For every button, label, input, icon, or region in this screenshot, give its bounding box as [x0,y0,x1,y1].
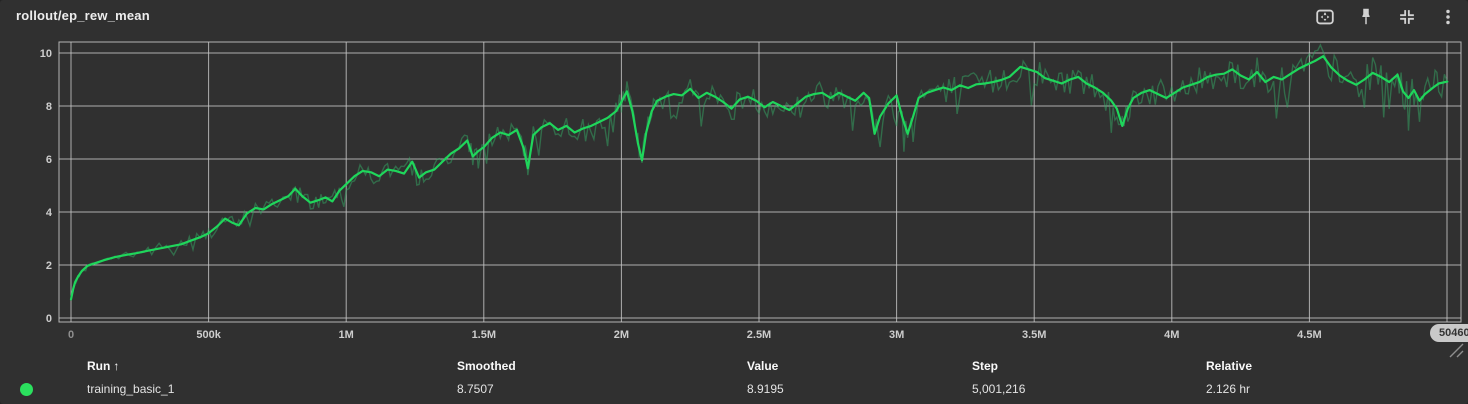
run-value: 8.9195 [747,382,784,396]
y-tick-label: 2 [46,260,52,272]
y-tick-label: 6 [46,154,52,166]
run-relative-time: 2.126 hr [1206,382,1251,396]
y-tick-label: 8 [46,101,52,113]
col-header-relative[interactable]: Relative [1206,359,1253,373]
col-header-value[interactable]: Value [747,359,779,373]
resize-grip-icon[interactable] [1446,340,1466,360]
x-tick-label: 2M [614,329,629,341]
x-tick-label: 2.5M [747,329,771,341]
col-header-run[interactable]: Run ↑ [87,359,119,373]
x-axis-max-badge: 50460 [1430,324,1468,342]
y-tick-label: 0 [46,313,52,325]
x-tick-label: 0 [68,329,74,341]
plot-border [58,41,1462,323]
y-tick-label: 4 [46,207,53,219]
line-chart-plot[interactable]: 0 500k 1M 1.5M 2M 2.5M 3M 3.5M 4M 4.5M 0 2 4 6 8 10 504… [0,0,1468,358]
more-options-icon[interactable] [1436,5,1460,29]
x-tick-label: 4.5M [1297,329,1321,341]
x-tick-label: 4M [1164,329,1179,341]
chart-title: rollout/ep_rew_mean [16,8,150,23]
col-header-run-label: Run [87,359,111,373]
col-header-step[interactable]: Step [972,359,999,373]
card-header: rollout/ep_rew_mean [0,0,1468,34]
runs-table: Run ↑ Smoothed Value Step Relative traini… [0,352,1468,404]
fit-to-data-icon[interactable] [1313,5,1337,29]
run-color-dot [20,383,33,396]
x-tick-label: 3.5M [1022,329,1046,341]
sort-ascending-icon: ↑ [113,359,120,373]
x-tick-label: 1.5M [472,329,496,341]
y-tick-label: 10 [40,48,52,60]
x-tick-label: 3M [889,329,904,341]
x-tick-label: 500k [196,329,221,341]
card-toolbar [1313,5,1460,29]
collapse-icon[interactable] [1395,5,1419,29]
col-header-smoothed[interactable]: Smoothed [457,359,516,373]
smoothed-series-line [69,55,1449,301]
run-name[interactable]: training_basic_1 [87,382,175,396]
x-tick-label: 1M [339,329,354,341]
run-smoothed-value: 8.7507 [457,382,494,396]
pin-icon[interactable] [1354,5,1378,29]
chart-canvas: 0 500k 1M 1.5M 2M 2.5M 3M 3.5M 4M 4.5M 0 2 4 6 8 10 [40,41,1462,341]
run-step: 5,001,216 [972,382,1026,396]
